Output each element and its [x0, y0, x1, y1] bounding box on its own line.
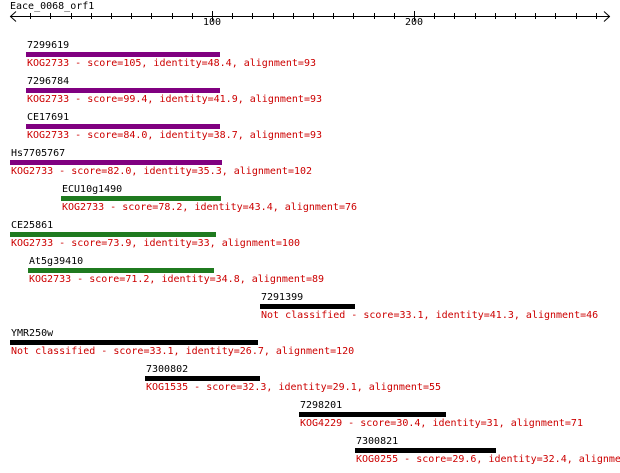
axis-minor-tick — [313, 13, 314, 19]
hit-name[interactable]: 7291399 — [261, 292, 304, 303]
hit-bar[interactable] — [299, 412, 446, 417]
axis-left-arrow-icon — [9, 11, 17, 22]
hit-description[interactable]: KOG2733 - score=105, identity=48.4, alig… — [27, 58, 316, 69]
hit-bar[interactable] — [10, 160, 222, 165]
hit-name[interactable]: YMR250w — [11, 328, 54, 339]
hit-name[interactable]: CE17691 — [27, 112, 70, 123]
axis-minor-tick — [30, 13, 31, 19]
axis-minor-tick — [353, 13, 354, 19]
axis-minor-tick — [91, 13, 92, 19]
hit-bar[interactable] — [355, 448, 496, 453]
axis-minor-tick — [50, 13, 51, 19]
sequence-title: Eace_0068_orf1 — [10, 1, 95, 12]
axis-minor-tick — [434, 13, 435, 19]
axis-minor-tick — [111, 13, 112, 19]
hit-name[interactable]: 7300821 — [356, 436, 399, 447]
hit-bar[interactable] — [145, 376, 260, 381]
axis-right-arrow-icon — [603, 11, 611, 22]
hit-description[interactable]: KOG2733 - score=84.0, identity=38.7, ali… — [27, 130, 323, 141]
axis-minor-tick — [232, 13, 233, 19]
axis-minor-tick — [333, 13, 334, 19]
axis-minor-tick — [151, 13, 152, 19]
axis-minor-tick — [475, 13, 476, 19]
hit-bar[interactable] — [28, 268, 214, 273]
axis-minor-tick — [515, 13, 516, 19]
axis-tick-label: 200 — [405, 17, 424, 28]
axis-major-tick — [414, 11, 415, 21]
axis-minor-tick — [495, 13, 496, 19]
axis-minor-tick — [374, 13, 375, 19]
hit-description[interactable]: KOG0255 - score=29.6, identity=32.4, ali… — [356, 454, 620, 465]
hit-description[interactable]: KOG2733 - score=78.2, identity=43.4, ali… — [62, 202, 358, 213]
hit-bar[interactable] — [26, 52, 220, 57]
hit-bar[interactable] — [260, 304, 355, 309]
hit-description[interactable]: KOG4229 - score=30.4, identity=31, align… — [300, 418, 583, 429]
hit-bar[interactable] — [26, 88, 220, 93]
axis-minor-tick — [535, 13, 536, 19]
axis-minor-tick — [252, 13, 253, 19]
hit-description[interactable]: Not classified - score=33.1, identity=26… — [11, 346, 355, 357]
hit-name[interactable]: 7300802 — [146, 364, 189, 375]
hit-name[interactable]: CE25861 — [11, 220, 54, 231]
axis-tick-label: 100 — [203, 17, 222, 28]
hit-name[interactable]: ECU10g1490 — [62, 184, 123, 195]
hit-name[interactable]: 7299619 — [27, 40, 70, 51]
axis-minor-tick — [71, 13, 72, 19]
axis-minor-tick — [273, 13, 274, 19]
axis-minor-tick — [576, 13, 577, 19]
hit-name[interactable]: 7298201 — [300, 400, 343, 411]
axis-minor-tick — [394, 13, 395, 19]
axis-minor-tick — [454, 13, 455, 19]
axis-minor-tick — [131, 13, 132, 19]
hit-bar[interactable] — [10, 232, 216, 237]
hit-name[interactable]: Hs7705767 — [11, 148, 66, 159]
axis-minor-tick — [293, 13, 294, 19]
hit-description[interactable]: KOG2733 - score=71.2, identity=34.8, ali… — [29, 274, 325, 285]
hit-name[interactable]: 7296784 — [27, 76, 70, 87]
axis-minor-tick — [172, 13, 173, 19]
hit-description[interactable]: Not classified - score=33.1, identity=41… — [261, 310, 599, 321]
hit-description[interactable]: KOG2733 - score=73.9, identity=33, align… — [11, 238, 300, 249]
hit-bar[interactable] — [61, 196, 221, 201]
axis-minor-tick — [192, 13, 193, 19]
axis-minor-tick — [596, 13, 597, 19]
hit-description[interactable]: KOG2733 - score=99.4, identity=41.9, ali… — [27, 94, 323, 105]
hit-description[interactable]: KOG1535 - score=32.3, identity=29.1, ali… — [146, 382, 442, 393]
hit-name[interactable]: At5g39410 — [29, 256, 84, 267]
axis-major-tick — [212, 11, 213, 21]
axis-minor-tick — [555, 13, 556, 19]
hit-description[interactable]: KOG2733 - score=82.0, identity=35.3, ali… — [11, 166, 313, 177]
hit-bar[interactable] — [26, 124, 220, 129]
axis-line — [10, 16, 610, 17]
hit-bar[interactable] — [10, 340, 258, 345]
